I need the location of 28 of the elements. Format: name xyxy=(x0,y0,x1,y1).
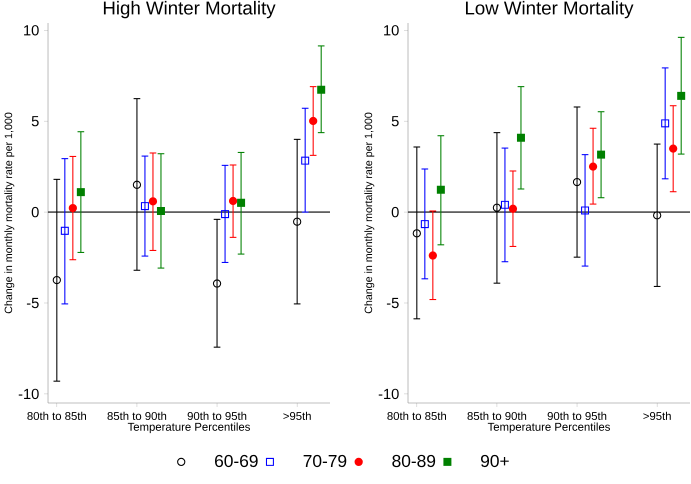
x-tick-label: 80th to 85th xyxy=(27,412,86,420)
x-tick-label: 90th to 95th xyxy=(548,412,606,420)
chart-title: High Winter Mortality xyxy=(104,0,276,18)
x-tick-label: 85th to 90th xyxy=(108,412,166,420)
y-tick-label: 10 xyxy=(24,25,39,36)
x-tick-label: 80th to 85th xyxy=(387,412,446,420)
legend-label: 70-79 xyxy=(304,454,346,468)
y-tick-label: -10 xyxy=(18,388,39,400)
y-tick-label: -10 xyxy=(378,388,399,400)
x-tick-label: >95th xyxy=(643,412,671,420)
y-tick-label: 0 xyxy=(32,206,39,218)
y-tick-label: 10 xyxy=(384,25,399,36)
y-axis-title: Change in monthly mortality rate per 1,000 xyxy=(364,112,374,314)
x-tick-label: >95th xyxy=(283,412,311,420)
x-tick-label: 90th to 95th xyxy=(188,412,246,420)
y-tick-label: -5 xyxy=(26,298,39,308)
y-tick-label: -5 xyxy=(386,298,399,308)
legend-label: 80-89 xyxy=(392,454,436,468)
x-axis-title: Temperature Percentiles xyxy=(488,422,610,434)
y-tick-label: 5 xyxy=(32,116,39,126)
y-tick-label: 0 xyxy=(392,206,399,218)
y-tick-label: 5 xyxy=(392,116,399,126)
x-axis-title: Temperature Percentiles xyxy=(128,422,250,434)
chart-title: Low Winter Mortality xyxy=(466,0,634,18)
legend-label: 60-69 xyxy=(215,454,258,468)
legend-label: 90+ xyxy=(481,454,509,468)
y-axis-title: Change in monthly mortality rate per 1,000 xyxy=(4,112,14,314)
x-tick-label: 85th to 90th xyxy=(468,412,526,420)
